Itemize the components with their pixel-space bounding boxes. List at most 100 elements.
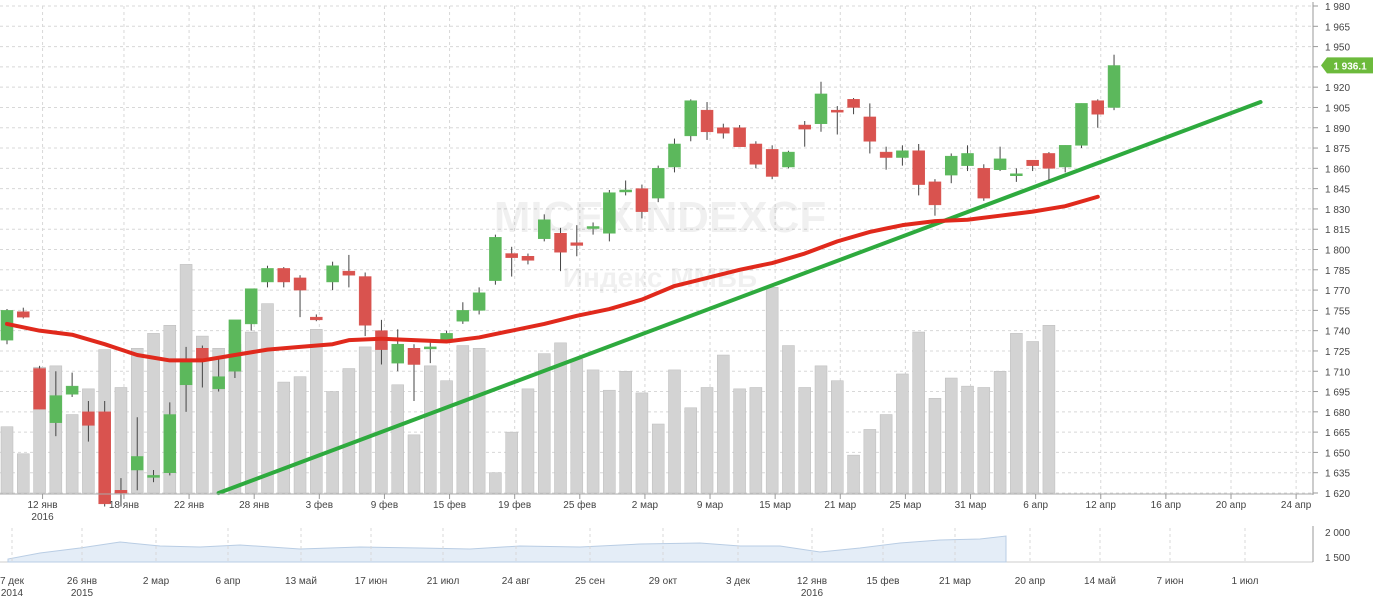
volume-bar: [261, 303, 274, 494]
volume-bar: [114, 387, 128, 494]
candle: [993, 146, 1007, 172]
y-tick-label: 1 665: [1325, 428, 1350, 439]
volume-bar: [586, 369, 600, 494]
candle-body: [619, 189, 632, 193]
candle-body: [798, 124, 811, 130]
candle: [277, 267, 291, 288]
last-price-tag: 1 936.1: [1321, 57, 1373, 74]
watermark: MICEXINDEXCF Индекс ММВБ: [494, 193, 826, 293]
candle-body: [863, 116, 877, 142]
y-tick-label: 1 785: [1325, 266, 1350, 277]
y-tick-label: 1 740: [1325, 327, 1350, 338]
y-tick-label: 1 635: [1325, 469, 1350, 480]
candle-body: [293, 277, 307, 291]
navigator-x-label: 13 май: [285, 576, 317, 587]
candle: [798, 120, 811, 147]
navigator-x-label: 20 апр: [1015, 576, 1046, 587]
volume-bar: [765, 287, 779, 494]
candle-body: [944, 155, 958, 176]
y-tick-label: 1 920: [1325, 83, 1350, 94]
volume-bar: [700, 387, 714, 494]
candle-body: [749, 143, 763, 165]
candle: [684, 99, 698, 142]
candle: [668, 138, 681, 173]
candle-body: [489, 237, 502, 281]
navigator-x-label: 24 авг: [502, 576, 531, 587]
candle: [717, 123, 730, 139]
x-tick-label: 25 фев: [563, 499, 596, 511]
candle: [342, 254, 356, 288]
navigator-x-label: 3 дек: [726, 576, 751, 587]
volume-bar: [993, 371, 1007, 494]
candle: [179, 346, 193, 412]
candle-body: [684, 100, 698, 137]
navigator-x-label: 7 июн: [1157, 576, 1184, 587]
candle: [1010, 168, 1023, 182]
volume-bar: [782, 345, 795, 494]
candles: [0, 54, 1121, 507]
candle: [1091, 99, 1105, 128]
x-tick-label: 15 мар: [759, 500, 791, 511]
candle: [765, 145, 779, 180]
candle: [603, 189, 616, 242]
y-tick-label: 1 620: [1325, 489, 1350, 500]
candle: [82, 401, 95, 442]
candle: [489, 234, 502, 285]
candle: [130, 417, 144, 491]
moving-average: [5, 194, 1100, 363]
volume-bar: [863, 429, 877, 494]
trend-line: [216, 100, 1263, 495]
candle: [49, 371, 63, 437]
volume-bar: [831, 380, 844, 494]
candle-body: [456, 310, 470, 322]
candle-body: [1058, 145, 1072, 168]
candle-body: [472, 292, 486, 311]
candle: [651, 165, 665, 203]
x-tick-label: 6 апр: [1023, 500, 1048, 511]
volume-bar: [1042, 325, 1056, 494]
candle: [814, 81, 828, 132]
candle: [1058, 145, 1072, 173]
candle: [212, 357, 225, 392]
volume-bar: [1010, 333, 1023, 494]
candle-body: [668, 143, 681, 168]
volume-bar: [375, 343, 388, 494]
candle-body: [928, 181, 942, 206]
volume-bar: [489, 472, 502, 494]
y-tick-label: 1 695: [1325, 388, 1350, 399]
candle-body: [1026, 159, 1039, 166]
candle-body: [1010, 173, 1023, 176]
candle-body: [831, 109, 844, 113]
y-tick-label: 1 770: [1325, 286, 1350, 297]
navigator-x-sublabel: 2015: [71, 588, 94, 599]
x-tick-label: 3 фев: [306, 499, 333, 511]
y-tick-label: 1 800: [1325, 246, 1350, 257]
candle-body: [993, 158, 1007, 170]
candle-body: [342, 270, 356, 276]
volume-bar: [798, 387, 811, 494]
candle-body: [98, 411, 111, 505]
candle: [912, 143, 925, 196]
candle-body: [17, 311, 30, 318]
y-tick-label: 1 890: [1325, 124, 1350, 135]
x-tick-label: 25 мар: [889, 500, 921, 511]
candle-body: [130, 456, 144, 471]
candle-body: [717, 127, 730, 134]
volume-bar: [17, 453, 30, 494]
y-tick-label: 1 680: [1325, 408, 1350, 419]
candle-body: [391, 343, 404, 364]
candle: [244, 288, 258, 331]
volume-bar: [424, 365, 437, 494]
navigator-x-label: 1 июл: [1231, 576, 1258, 587]
candle-body: [163, 414, 177, 473]
navigator-x-sublabel: 2016: [801, 588, 824, 599]
x-tick-label: 21 мар: [824, 500, 856, 511]
x-tick-label: 12 янв: [27, 500, 57, 511]
volume-bar: [635, 392, 649, 494]
candle-body: [635, 188, 649, 212]
volume-bar: [879, 414, 893, 494]
navigator-x-label: 2 мар: [143, 576, 170, 587]
volume-bar: [717, 354, 730, 494]
candle: [147, 470, 160, 483]
